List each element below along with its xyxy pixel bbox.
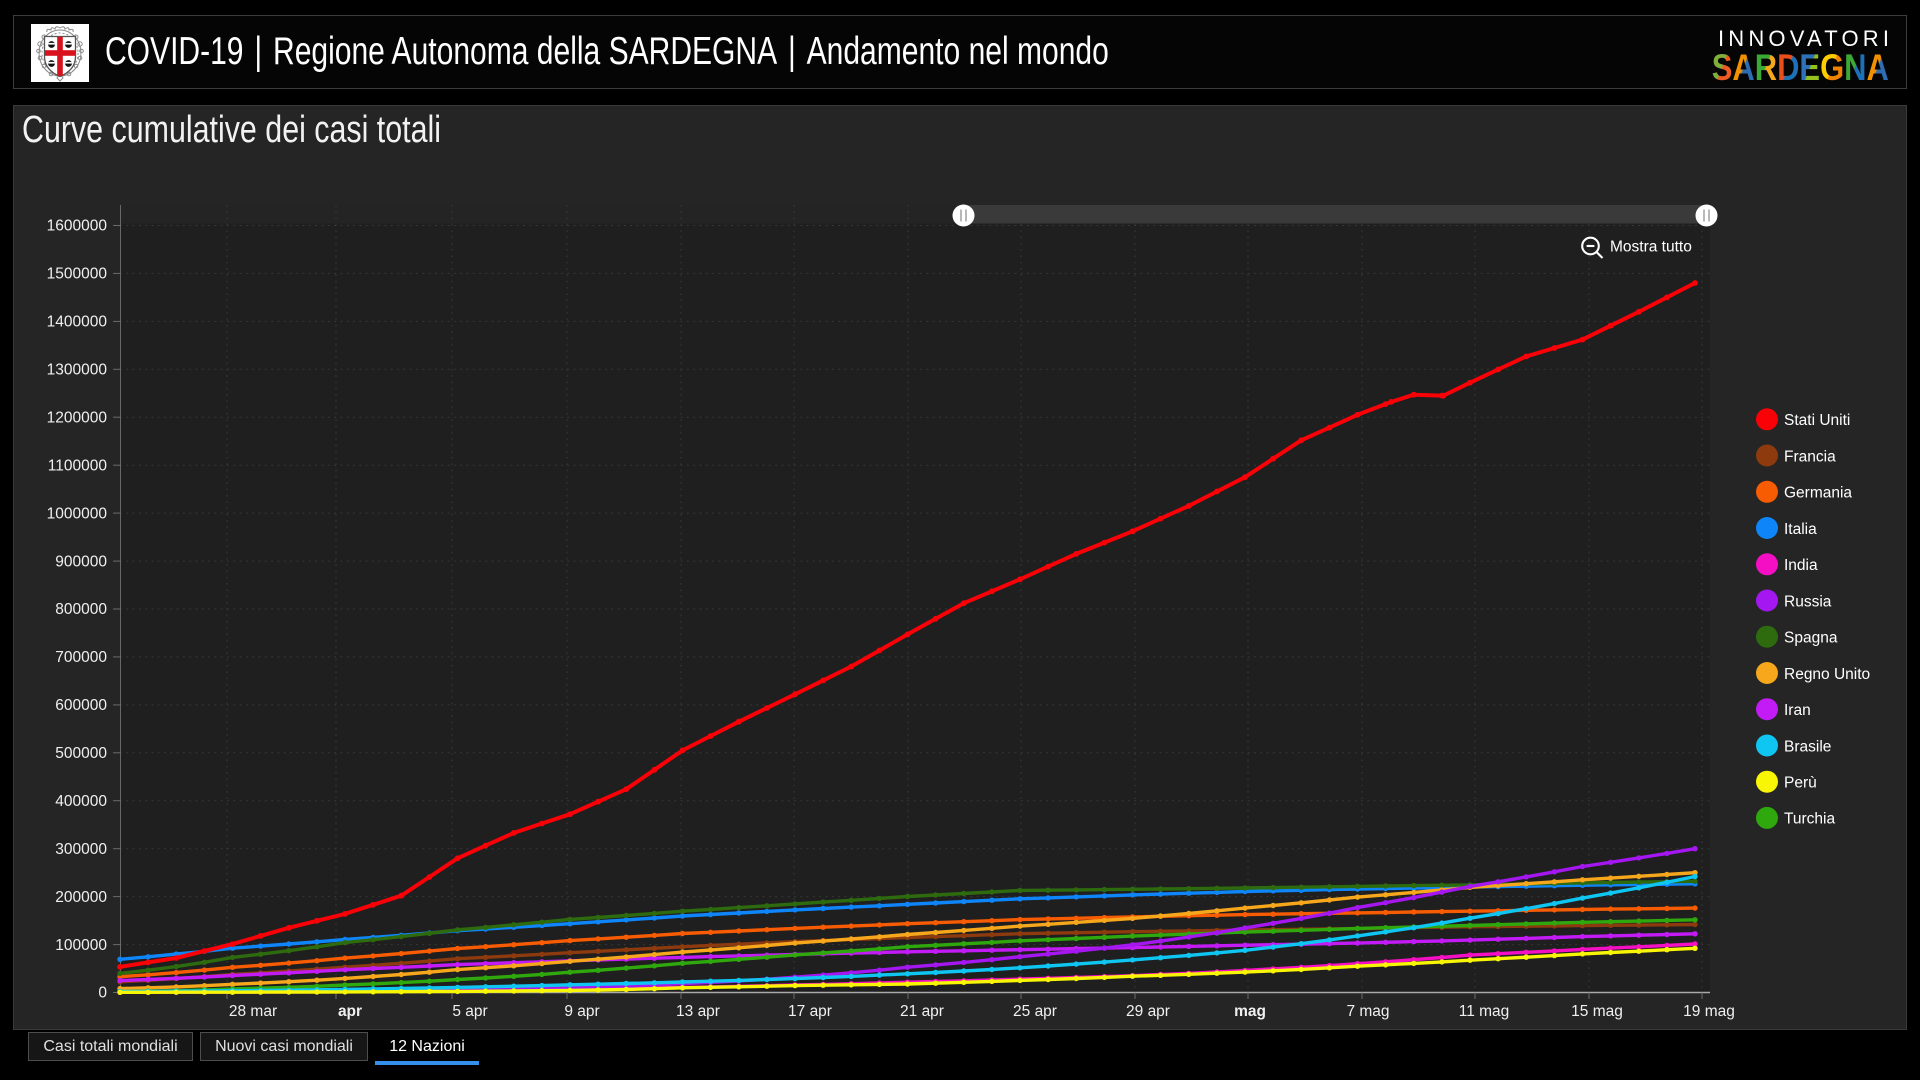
svg-text:1500000: 1500000 bbox=[47, 266, 108, 283]
svg-text:300000: 300000 bbox=[55, 841, 107, 858]
svg-text:Perù: Perù bbox=[1784, 775, 1817, 792]
svg-text:25 apr: 25 apr bbox=[1013, 1003, 1057, 1020]
svg-text:India: India bbox=[1784, 557, 1818, 574]
svg-text:Mostra tutto: Mostra tutto bbox=[1610, 239, 1692, 256]
svg-text:800000: 800000 bbox=[55, 601, 107, 618]
svg-text:5 apr: 5 apr bbox=[452, 1003, 487, 1020]
svg-text:Francia: Francia bbox=[1784, 448, 1836, 465]
svg-text:mag: mag bbox=[1234, 1003, 1266, 1020]
svg-text:Italia: Italia bbox=[1784, 521, 1817, 538]
svg-text:Russia: Russia bbox=[1784, 593, 1832, 610]
svg-text:29 apr: 29 apr bbox=[1126, 1003, 1170, 1020]
svg-text:1600000: 1600000 bbox=[47, 218, 108, 235]
svg-text:9 apr: 9 apr bbox=[564, 1003, 599, 1020]
svg-text:Germania: Germania bbox=[1784, 485, 1852, 502]
svg-text:1400000: 1400000 bbox=[47, 314, 108, 331]
svg-text:200000: 200000 bbox=[55, 889, 107, 906]
svg-text:Brasile: Brasile bbox=[1784, 738, 1831, 755]
svg-text:400000: 400000 bbox=[55, 793, 107, 810]
svg-text:7 mag: 7 mag bbox=[1346, 1003, 1389, 1020]
svg-text:Stati Uniti: Stati Uniti bbox=[1784, 412, 1850, 429]
svg-text:1200000: 1200000 bbox=[47, 409, 108, 426]
svg-text:900000: 900000 bbox=[55, 553, 107, 570]
svg-text:21 apr: 21 apr bbox=[900, 1003, 944, 1020]
svg-text:apr: apr bbox=[338, 1003, 362, 1020]
svg-text:700000: 700000 bbox=[55, 649, 107, 666]
svg-text:1000000: 1000000 bbox=[47, 505, 108, 522]
svg-text:100000: 100000 bbox=[55, 937, 107, 954]
svg-text:Spagna: Spagna bbox=[1784, 630, 1838, 647]
svg-text:15 mag: 15 mag bbox=[1571, 1003, 1623, 1020]
svg-text:13 apr: 13 apr bbox=[676, 1003, 720, 1020]
svg-text:500000: 500000 bbox=[55, 745, 107, 762]
svg-text:0: 0 bbox=[98, 985, 107, 1002]
svg-text:1100000: 1100000 bbox=[48, 457, 108, 474]
svg-text:11 mag: 11 mag bbox=[1459, 1003, 1510, 1020]
svg-text:17 apr: 17 apr bbox=[788, 1003, 832, 1020]
svg-text:28 mar: 28 mar bbox=[229, 1003, 277, 1020]
svg-text:19 mag: 19 mag bbox=[1683, 1003, 1735, 1020]
svg-text:Regno Unito: Regno Unito bbox=[1784, 666, 1870, 683]
svg-text:Turchia: Turchia bbox=[1784, 811, 1835, 828]
svg-text:600000: 600000 bbox=[55, 697, 107, 714]
svg-text:Iran: Iran bbox=[1784, 702, 1811, 719]
svg-text:1300000: 1300000 bbox=[47, 362, 108, 379]
